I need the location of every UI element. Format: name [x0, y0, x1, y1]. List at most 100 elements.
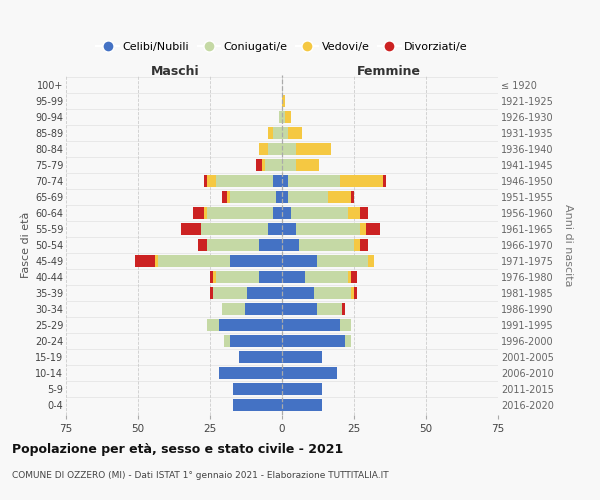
- Bar: [290, 207, 348, 219]
- Bar: [202, 223, 268, 235]
- Text: Femmine: Femmine: [356, 65, 421, 78]
- Bar: [348, 271, 351, 283]
- Bar: [360, 207, 368, 219]
- Bar: [317, 255, 368, 267]
- Bar: [221, 191, 227, 203]
- Bar: [296, 223, 360, 235]
- Bar: [296, 159, 319, 171]
- Bar: [285, 110, 290, 122]
- Bar: [354, 239, 360, 251]
- Bar: [230, 335, 282, 347]
- Bar: [245, 303, 282, 315]
- Bar: [348, 207, 360, 219]
- Bar: [343, 303, 346, 315]
- Bar: [365, 223, 380, 235]
- Bar: [199, 239, 207, 251]
- Bar: [158, 255, 230, 267]
- Bar: [259, 239, 282, 251]
- Bar: [351, 271, 357, 283]
- Bar: [282, 191, 288, 203]
- Bar: [282, 126, 288, 138]
- Bar: [213, 271, 216, 283]
- Bar: [383, 175, 386, 187]
- Bar: [314, 287, 351, 299]
- Bar: [282, 319, 340, 331]
- Bar: [210, 271, 213, 283]
- Bar: [224, 335, 230, 347]
- Bar: [288, 175, 340, 187]
- Bar: [230, 255, 282, 267]
- Legend: Celibi/Nubili, Coniugati/e, Vedovi/e, Divorziati/e: Celibi/Nubili, Coniugati/e, Vedovi/e, Di…: [94, 40, 470, 54]
- Bar: [268, 143, 282, 155]
- Bar: [288, 191, 328, 203]
- Bar: [296, 143, 331, 155]
- Bar: [218, 368, 282, 380]
- Bar: [268, 126, 274, 138]
- Bar: [282, 143, 296, 155]
- Bar: [216, 175, 274, 187]
- Bar: [216, 271, 259, 283]
- Bar: [279, 110, 282, 122]
- Bar: [354, 287, 357, 299]
- Bar: [282, 335, 346, 347]
- Bar: [259, 271, 282, 283]
- Bar: [274, 126, 282, 138]
- Text: Maschi: Maschi: [151, 65, 200, 78]
- Bar: [282, 400, 322, 411]
- Bar: [282, 384, 322, 396]
- Bar: [204, 207, 207, 219]
- Bar: [210, 287, 213, 299]
- Bar: [259, 143, 268, 155]
- Bar: [265, 159, 282, 171]
- Bar: [207, 175, 216, 187]
- Bar: [218, 319, 282, 331]
- Bar: [262, 159, 265, 171]
- Bar: [351, 191, 354, 203]
- Bar: [207, 239, 259, 251]
- Bar: [282, 287, 314, 299]
- Bar: [239, 351, 282, 364]
- Bar: [221, 303, 245, 315]
- Bar: [282, 271, 305, 283]
- Bar: [282, 255, 317, 267]
- Bar: [274, 207, 282, 219]
- Bar: [346, 335, 351, 347]
- Y-axis label: Fasce di età: Fasce di età: [20, 212, 31, 278]
- Bar: [351, 287, 354, 299]
- Bar: [282, 159, 296, 171]
- Bar: [299, 239, 354, 251]
- Bar: [282, 175, 288, 187]
- Bar: [305, 271, 348, 283]
- Bar: [274, 175, 282, 187]
- Bar: [282, 239, 299, 251]
- Bar: [213, 287, 247, 299]
- Bar: [233, 384, 282, 396]
- Bar: [181, 223, 202, 235]
- Bar: [282, 94, 285, 106]
- Bar: [135, 255, 155, 267]
- Bar: [360, 239, 368, 251]
- Bar: [207, 207, 274, 219]
- Bar: [282, 368, 337, 380]
- Bar: [204, 175, 207, 187]
- Bar: [340, 319, 351, 331]
- Bar: [282, 110, 285, 122]
- Bar: [276, 191, 282, 203]
- Bar: [256, 159, 262, 171]
- Bar: [340, 175, 383, 187]
- Bar: [282, 303, 317, 315]
- Text: Popolazione per età, sesso e stato civile - 2021: Popolazione per età, sesso e stato civil…: [12, 442, 343, 456]
- Bar: [282, 207, 290, 219]
- Bar: [207, 319, 218, 331]
- Bar: [233, 400, 282, 411]
- Bar: [360, 223, 365, 235]
- Bar: [247, 287, 282, 299]
- Bar: [227, 191, 230, 203]
- Text: COMUNE DI OZZERO (MI) - Dati ISTAT 1° gennaio 2021 - Elaborazione TUTTITALIA.IT: COMUNE DI OZZERO (MI) - Dati ISTAT 1° ge…: [12, 471, 389, 480]
- Bar: [282, 351, 322, 364]
- Bar: [230, 191, 276, 203]
- Bar: [193, 207, 204, 219]
- Bar: [155, 255, 158, 267]
- Bar: [368, 255, 374, 267]
- Bar: [268, 223, 282, 235]
